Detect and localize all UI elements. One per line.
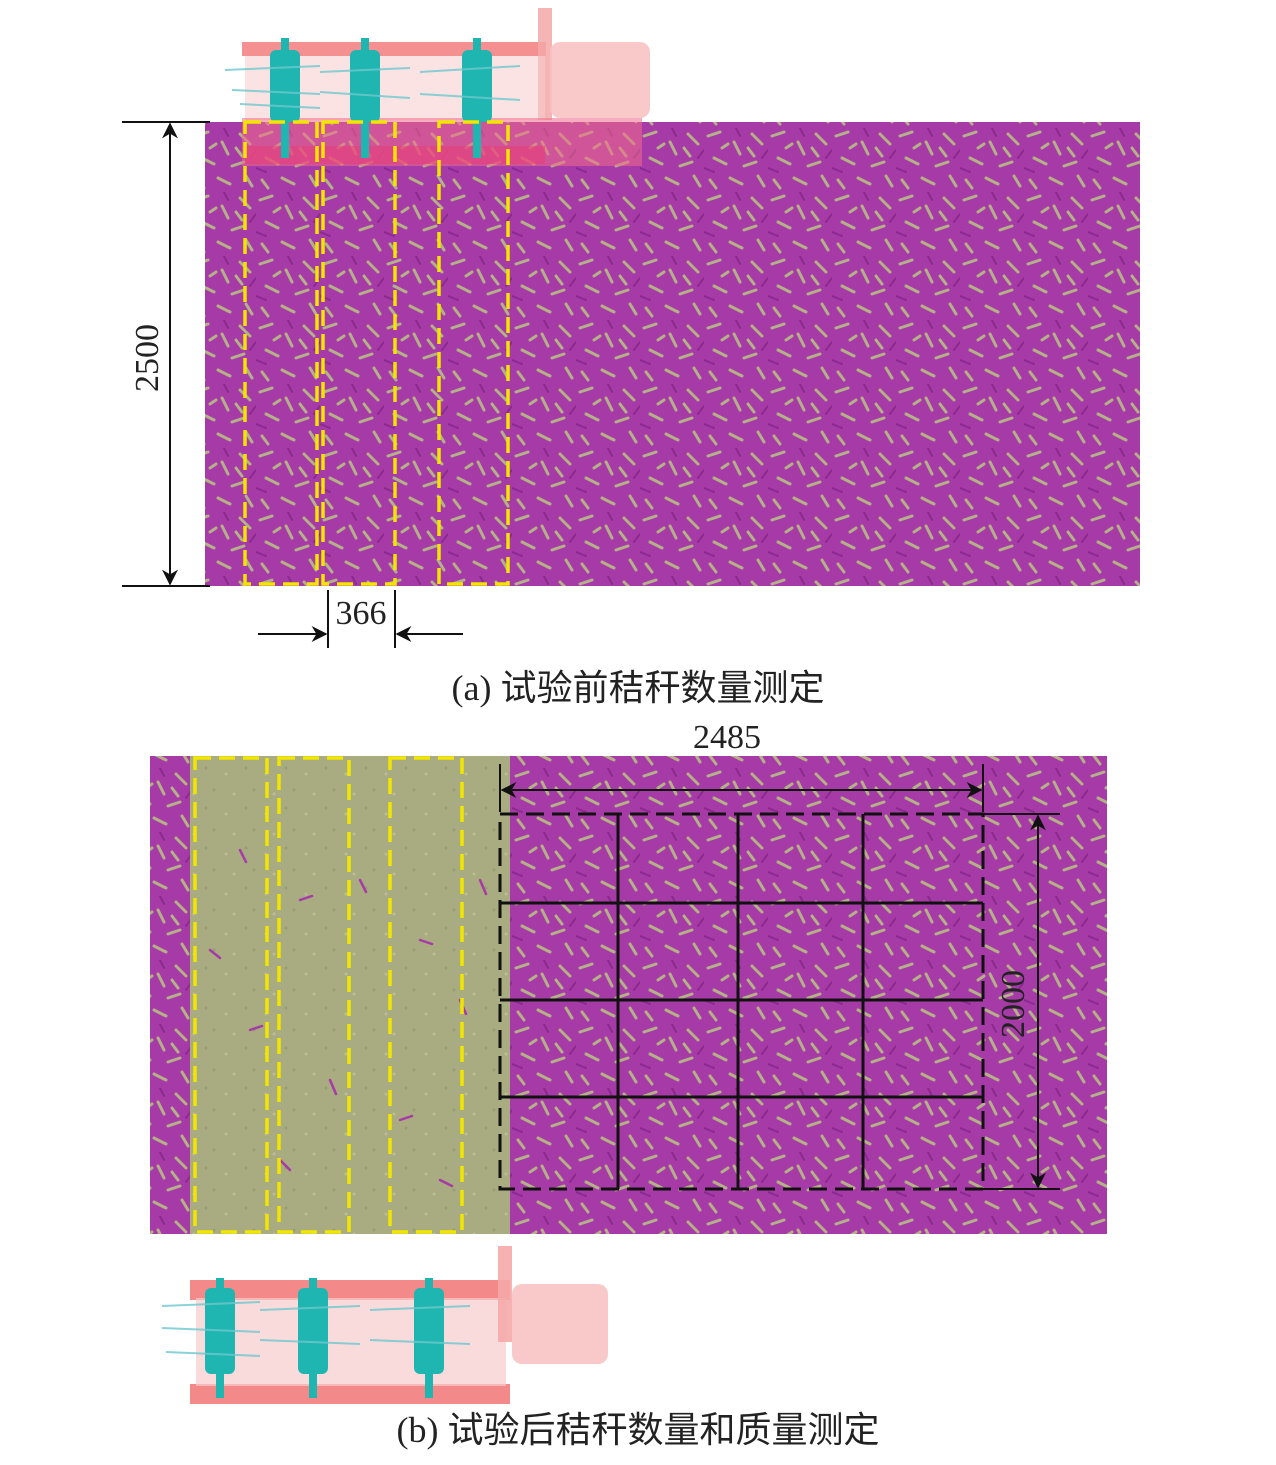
strip-b-3 [388, 756, 464, 1234]
strip-a-3 [437, 120, 510, 586]
dimension-width-a [258, 590, 463, 648]
panel-b: 2485 2000 [150, 719, 1107, 1450]
measurement-strips-a [243, 120, 510, 586]
dimension-height-b-label: 2000 [995, 970, 1032, 1038]
caption-b: (b) 试验后秸秆数量和质量测定 [397, 1410, 880, 1450]
dimension-width-a-label: 366 [336, 595, 387, 632]
sampling-grid [498, 812, 985, 1191]
strip-a-1 [243, 120, 319, 586]
cleared-soil-area [190, 756, 510, 1234]
dimension-width-b-label: 2485 [693, 719, 761, 756]
rotary-machine-b [161, 1246, 608, 1404]
straw-field-a [205, 122, 1140, 586]
panel-a: 2500 366 (a) 试验前秸秆数量测定 [122, 8, 1140, 708]
measurement-strips-b [193, 756, 464, 1234]
strip-a-2 [321, 120, 397, 586]
strip-b-2 [277, 756, 351, 1234]
dimension-height-a-label: 2500 [129, 324, 166, 392]
dimension-height-b [983, 813, 1060, 1190]
caption-a: (a) 试验前秸秆数量测定 [452, 668, 825, 708]
dimension-height-a [122, 121, 210, 587]
dimension-width-b [499, 764, 984, 812]
strip-b-1 [193, 756, 269, 1234]
